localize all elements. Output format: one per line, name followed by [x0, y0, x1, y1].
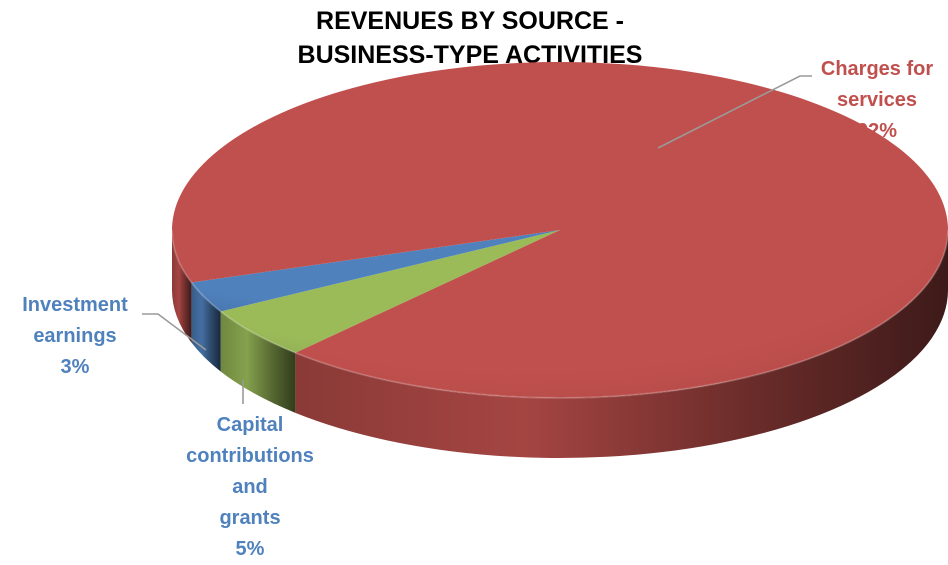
slice-label-capital-line-2: contributions and [186, 445, 314, 498]
slice-value-capital: 5% [235, 538, 265, 560]
pie-side-charges [172, 230, 192, 343]
slice-label-capital-line-1: Capital [216, 414, 284, 436]
slice-label-charges-line-2: services [836, 89, 918, 111]
pie-side-charges [295, 230, 948, 459]
chart-title-line-1: REVENUES BY SOURCE - [316, 7, 624, 35]
slice-label-investment: Investment earnings 3% [0, 290, 150, 383]
slice-label-charges-line-1: Charges for [820, 58, 934, 80]
pie-chart: REVENUES BY SOURCE - BUSINESS-TYPE ACTIV… [0, 4, 948, 560]
pie-slice-investment [191, 230, 561, 312]
slice-label-capital-line-3: grants [219, 507, 281, 529]
pie-side-capital [220, 311, 296, 413]
slice-label-charges: Charges for services 92% [806, 54, 948, 147]
slice-label-investment-line-1: Investment [22, 294, 128, 316]
pie-rim-highlight [171, 229, 948, 399]
slice-value-charges: 92% [856, 120, 898, 142]
pie-plot [142, 61, 948, 459]
slice-label-capital: Capital contributions and grants 5% [170, 410, 330, 565]
chart-title: REVENUES BY SOURCE - BUSINESS-TYPE ACTIV… [240, 4, 700, 72]
slice-label-investment-line-2: earnings [33, 325, 117, 347]
pie-side-investment [191, 282, 221, 372]
slice-value-investment: 3% [60, 356, 90, 378]
leader-line-charges [657, 75, 812, 149]
leader-line-investment [142, 313, 207, 351]
pie-slice-charges [171, 61, 948, 399]
pie-slice-capital [220, 230, 560, 353]
